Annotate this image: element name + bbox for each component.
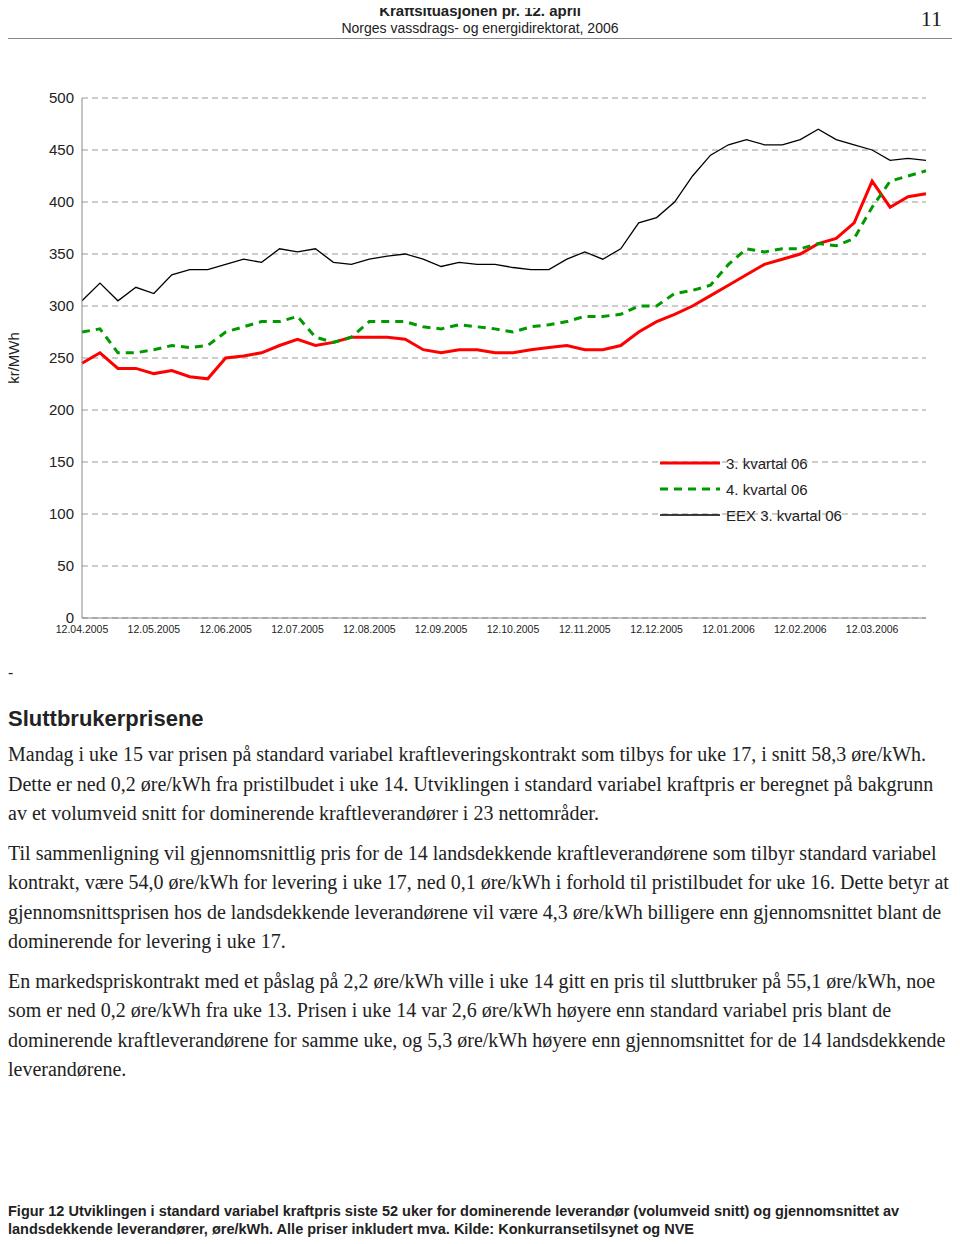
svg-text:300: 300 — [49, 297, 74, 314]
html-text:Figur 12 Utviklingen i standar: Figur 12 Utviklingen i standard variabel… — [8, 1203, 900, 1237]
svg-text:50: 50 — [57, 557, 74, 574]
html-text:Sluttbrukerprisene: Sluttbrukerprisene — [8, 706, 204, 731]
html-text:3. kvartal 06: 3. kvartal 06 — [726, 454, 808, 472]
svg-text:12.02.2006: 12.02.2006 — [774, 623, 827, 635]
svg-text:100: 100 — [49, 505, 74, 522]
html-text:4. kvartal 06: 4. kvartal 06 — [726, 480, 808, 498]
svg-text:12.05.2005: 12.05.2005 — [128, 623, 181, 635]
svg-text:250: 250 — [49, 349, 74, 366]
svg-text:0: 0 — [66, 609, 74, 626]
svg-text:12.12.2005: 12.12.2005 — [630, 623, 683, 635]
svg-text:400: 400 — [49, 193, 74, 210]
svg-text:12.01.2006: 12.01.2006 — [702, 623, 755, 635]
html-text:Til sammenligning vil gjennoms: Til sammenligning vil gjennomsnittlig pr… — [8, 841, 949, 952]
svg-text:150: 150 — [49, 453, 74, 470]
svg-text:kr/MWh: kr/MWh — [8, 332, 22, 384]
html-text:11: 11 — [920, 6, 942, 31]
svg-text:12.03.2006: 12.03.2006 — [846, 623, 899, 635]
svg-text:12.06.2005: 12.06.2005 — [199, 623, 252, 635]
html-text:EEX 3. kvartal 06: EEX 3. kvartal 06 — [726, 506, 842, 524]
html-text:Kraftsituasjonen pr. 12. april: Kraftsituasjonen pr. 12. april — [379, 2, 581, 19]
svg-text:12.10.2005: 12.10.2005 — [487, 623, 540, 635]
svg-text:12.11.2005: 12.11.2005 — [559, 623, 611, 635]
html-text:Norges vassdrags- og energidir: Norges vassdrags- og energidirektorat, 2… — [341, 20, 619, 36]
svg-text:12.07.2005: 12.07.2005 — [271, 623, 324, 635]
svg-text:500: 500 — [49, 89, 74, 106]
svg-text:12.04.2005: 12.04.2005 — [56, 623, 109, 635]
svg-text:12.08.2005: 12.08.2005 — [343, 623, 396, 635]
svg-text:350: 350 — [49, 245, 74, 262]
svg-text:12.09.2005: 12.09.2005 — [415, 623, 468, 635]
html-text:En markedspriskontrakt med et: En markedspriskontrakt med et påslag på … — [8, 969, 946, 1080]
svg-text:200: 200 — [49, 401, 74, 418]
html-text:Mandag i uke 15 var prisen på: Mandag i uke 15 var prisen på standard v… — [8, 743, 934, 824]
svg-text:450: 450 — [49, 141, 74, 158]
